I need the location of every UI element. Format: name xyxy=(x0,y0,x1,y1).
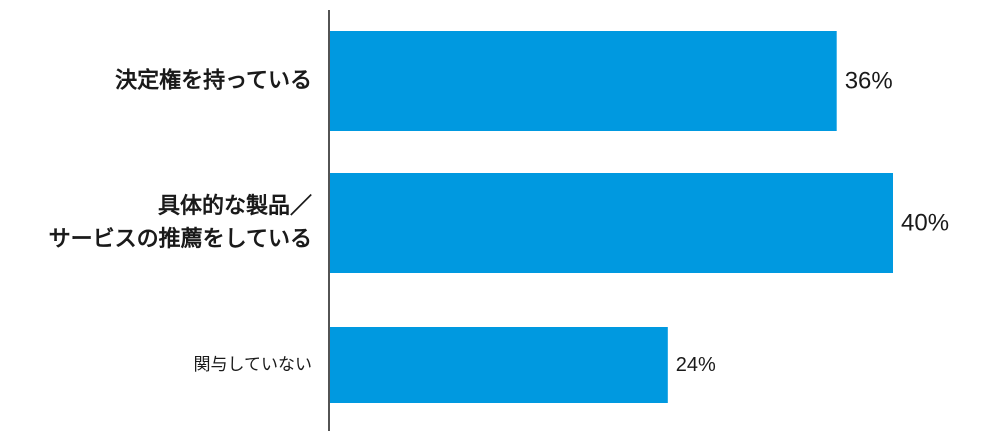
category-label: 具体的な製品／ xyxy=(158,193,312,219)
bar xyxy=(330,173,893,273)
value-label: 36% xyxy=(845,68,893,95)
bar xyxy=(330,31,837,131)
value-label: 40% xyxy=(901,210,949,237)
bar xyxy=(330,327,668,403)
category-label: サービスの推薦をしている xyxy=(49,227,312,252)
category-label: 決定権を持っている xyxy=(115,68,312,94)
value-label: 24% xyxy=(676,354,716,376)
category-label: 関与していない xyxy=(194,355,313,375)
